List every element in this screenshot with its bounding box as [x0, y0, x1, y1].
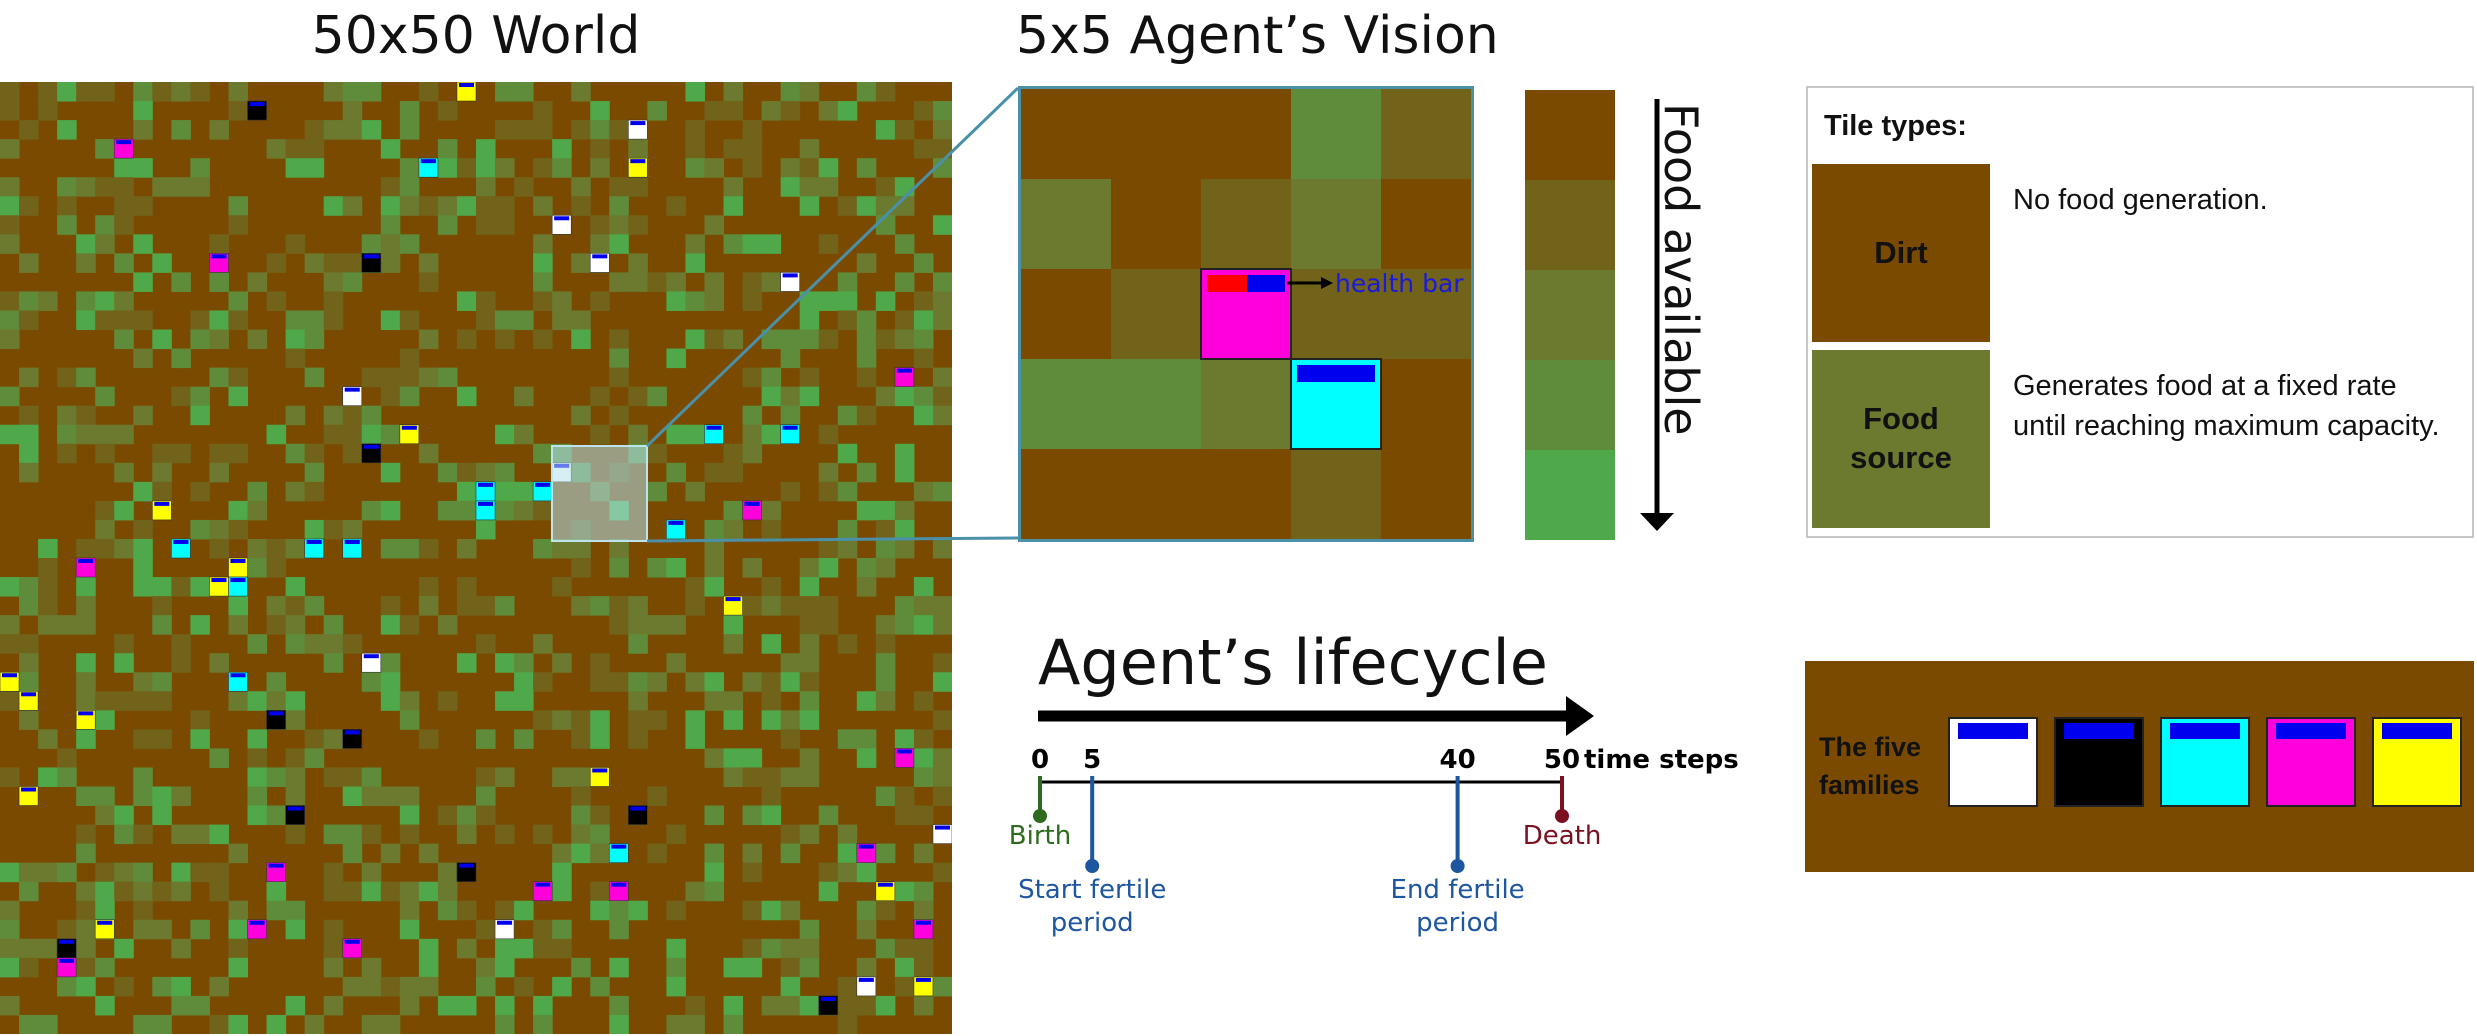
vision-tile	[1381, 179, 1471, 269]
food-level-4	[1525, 450, 1615, 540]
tick-label: 50	[1544, 745, 1580, 775]
tick-label: 40	[1440, 745, 1476, 775]
tick-dot	[1450, 859, 1465, 873]
vision-title: 5x5 Agent’s Vision	[1016, 6, 1499, 66]
food-level-3	[1525, 360, 1615, 450]
vision-tile	[1021, 179, 1111, 269]
vision-tile	[1111, 89, 1201, 179]
food-level-0	[1525, 90, 1615, 180]
health-bar	[2170, 723, 2240, 739]
health-bar	[2382, 723, 2452, 739]
tick-dot	[1033, 809, 1047, 823]
vision-tile	[1291, 89, 1381, 179]
unit-label: time steps	[1584, 745, 1739, 775]
families-label: The five families	[1819, 732, 1922, 800]
vision-tile	[1381, 269, 1471, 359]
dirt-description: No food generation.	[2013, 184, 2268, 216]
vision-tile	[1111, 179, 1201, 269]
family-cyan	[2160, 717, 2250, 807]
event-label: Start fertile period	[1018, 875, 1166, 938]
food-level-2	[1525, 270, 1615, 360]
vision-tile	[1201, 89, 1291, 179]
lifecycle-title: Agent’s lifecycle	[1038, 626, 1548, 699]
vision-agent-cyan	[1290, 358, 1382, 450]
event-label: Birth	[1009, 821, 1071, 851]
vision-tile	[1381, 449, 1471, 539]
vision-tile	[1021, 269, 1111, 359]
tick-dot	[1085, 859, 1100, 873]
families-panel: The five families	[1805, 661, 2474, 872]
health-bar	[2064, 723, 2134, 739]
world-title: 50x50 World	[311, 6, 641, 66]
dirt-label: Dirt	[1874, 234, 1928, 270]
food-level-1	[1525, 180, 1615, 270]
tile-types-heading: Tile types:	[1824, 110, 1967, 142]
tile-types-panel: Tile types: Dirt No food generation. Foo…	[1806, 86, 2474, 538]
vision-tile	[1291, 449, 1381, 539]
vision-tile	[1201, 359, 1291, 449]
family-magenta	[2266, 717, 2356, 807]
vision-agent-magenta	[1200, 268, 1292, 360]
vision-tile	[1021, 359, 1111, 449]
health-bar	[1958, 723, 2028, 739]
food-source-description: Generates food at a fixed rate until rea…	[2013, 370, 2440, 443]
vision-tile	[1021, 89, 1111, 179]
dirt-swatch: Dirt	[1812, 164, 1990, 342]
vision-tile	[1381, 89, 1471, 179]
food-available-label: Food available	[1654, 103, 1708, 436]
vision-tile	[1381, 359, 1471, 449]
vision-tile	[1111, 359, 1201, 449]
food-arrow	[1640, 99, 1674, 531]
vision-grid: health bar	[1018, 86, 1474, 542]
tick-label: 0	[1031, 745, 1049, 775]
family-yellow	[2372, 717, 2462, 807]
vision-tile	[1111, 449, 1201, 539]
tick-dot	[1555, 809, 1569, 823]
family-white	[1948, 717, 2038, 807]
food-source-swatch: Food source	[1812, 350, 1990, 528]
event-label: Death	[1523, 821, 1602, 851]
health-bar-label: health bar	[1335, 269, 1464, 298]
food-scale	[1525, 90, 1615, 540]
lifecycle-timeline: 0 Birth 5 Start fertile period 40 End fertile p…	[1009, 696, 1739, 938]
tick-label: 5	[1083, 745, 1101, 775]
vision-tile	[1021, 449, 1111, 539]
family-black	[2054, 717, 2144, 807]
event-label: End fertile period	[1391, 875, 1525, 938]
vision-tile	[1291, 179, 1381, 269]
food-source-label: Food source	[1850, 401, 1952, 475]
vision-tile	[1201, 449, 1291, 539]
health-bar	[2276, 723, 2346, 739]
vision-tile	[1111, 269, 1201, 359]
world-grid	[0, 82, 952, 1034]
vision-tile	[1201, 179, 1291, 269]
